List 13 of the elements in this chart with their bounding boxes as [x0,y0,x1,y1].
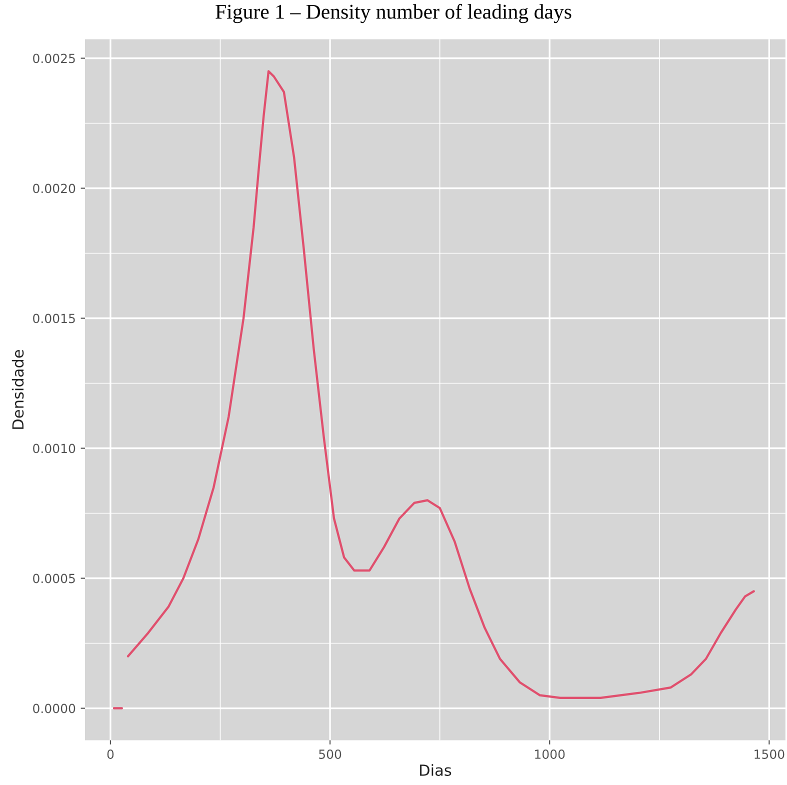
y-tick-label: 0.0025 [33,54,75,64]
x-tick-label: 1500 [754,750,784,759]
y-tick-label: 0.0015 [33,314,75,324]
x-tick-label: 0 [107,750,114,759]
chart-title: Figure 1 – Density number of leading days [216,4,572,24]
x-tick-label: 1000 [535,750,565,759]
x-tick-label: 500 [319,750,342,759]
y-tick-label: 0.0020 [33,184,76,194]
x-axis-title: Dias [420,764,452,776]
y-axis-title: Densidade [12,350,24,429]
y-tick-label: 0.0005 [33,574,75,584]
y-tick-label: 0.0010 [33,444,76,454]
y-tick-label: 0.0000 [33,704,76,714]
